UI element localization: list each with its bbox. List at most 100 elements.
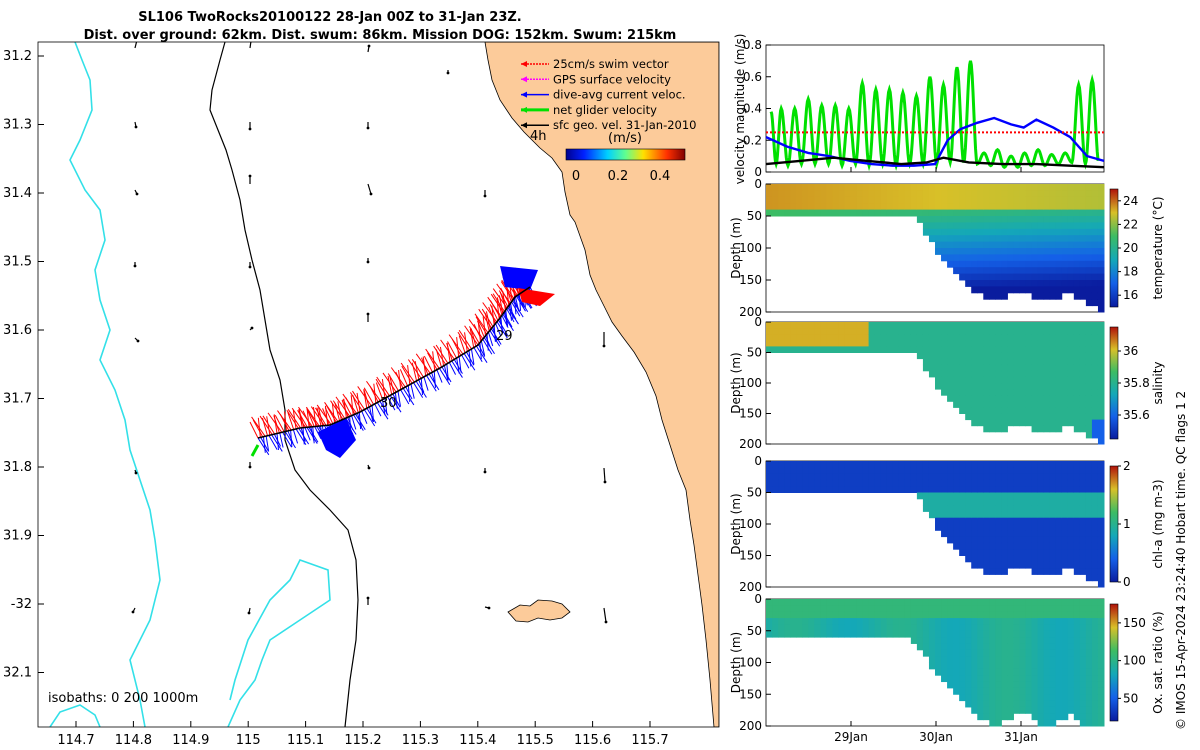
profile-cell xyxy=(983,209,990,217)
profile-cell xyxy=(1025,401,1033,408)
profile-cell xyxy=(1019,401,1027,408)
profile-cell xyxy=(947,637,954,644)
profile-cell xyxy=(856,209,864,217)
profile-cell xyxy=(1037,425,1045,433)
profile-cell xyxy=(947,222,954,230)
profile-cell xyxy=(1091,407,1099,414)
profile-cell xyxy=(832,322,839,329)
profile-cell xyxy=(971,322,978,329)
profile-cell xyxy=(898,624,906,632)
current-vector xyxy=(284,431,296,449)
profile-cell xyxy=(941,517,948,525)
profile-cell xyxy=(1001,530,1008,538)
map-y-ticklabel: 31.7 xyxy=(3,392,32,407)
profile-cell xyxy=(983,401,990,408)
profile-cell xyxy=(904,328,912,335)
profile-cell xyxy=(995,352,1002,360)
profile-cell xyxy=(1061,395,1069,402)
profile-cell xyxy=(995,618,1002,625)
swim-vector xyxy=(468,326,480,344)
profile-cell xyxy=(977,254,984,262)
profile-cell xyxy=(1091,383,1099,390)
profile-cell xyxy=(1043,656,1051,663)
profile-cell xyxy=(1037,370,1045,378)
profile-cell xyxy=(1037,706,1045,714)
profile-cell xyxy=(1049,216,1057,223)
profile-cell xyxy=(874,346,882,353)
profile-cell xyxy=(1019,334,1027,341)
profile-cell xyxy=(916,479,924,487)
profile-cell xyxy=(1061,536,1069,544)
profile-cell xyxy=(898,467,906,475)
profile-cell xyxy=(862,209,870,217)
profile-cell xyxy=(838,196,845,204)
profile-cell xyxy=(844,605,851,613)
profile-cell xyxy=(1019,222,1027,230)
profile-cell xyxy=(922,352,930,360)
profile-cell xyxy=(1067,190,1075,198)
map-x-ticklabel: 114.9 xyxy=(172,733,209,748)
current-vector xyxy=(495,323,502,337)
profile-cell xyxy=(1061,467,1069,475)
profile-cell xyxy=(1079,340,1087,347)
profile-cell xyxy=(1049,328,1057,335)
profile-cell xyxy=(910,624,918,632)
profile-y-ticklabel: 150 xyxy=(739,407,762,421)
profile-cell xyxy=(1037,241,1045,249)
profile-cell xyxy=(995,643,1002,651)
profile-cell xyxy=(784,190,791,198)
profile-cell xyxy=(928,511,936,519)
profile-cell xyxy=(1055,656,1063,663)
profile-cell xyxy=(1055,286,1063,294)
profile-cell xyxy=(1037,292,1045,300)
profile-cell xyxy=(1073,413,1081,421)
profile-cell xyxy=(947,334,954,341)
profile-cell xyxy=(1061,184,1069,191)
profile-cell xyxy=(1019,184,1027,191)
profile-cell xyxy=(1049,425,1057,433)
profile-cell xyxy=(1007,203,1014,211)
profile-cell xyxy=(772,196,779,204)
profile-cell xyxy=(1091,700,1099,708)
profile-cell xyxy=(910,190,918,198)
profile-cell xyxy=(868,473,876,481)
profile-cell xyxy=(989,719,996,727)
profile-cell xyxy=(832,346,839,353)
profile-cell xyxy=(959,524,966,531)
profile-cell xyxy=(1043,340,1051,347)
profile-cell xyxy=(935,383,942,390)
profile-cell xyxy=(1007,467,1014,475)
profile-cell xyxy=(772,618,779,625)
profile-cell xyxy=(886,340,894,347)
profile-colorbar xyxy=(1109,603,1119,722)
profile-cell xyxy=(947,260,954,268)
profile-cell xyxy=(1013,216,1020,223)
profile-cell xyxy=(1031,340,1039,347)
current-vector xyxy=(290,430,293,448)
profile-cell xyxy=(953,687,960,695)
profile-cell xyxy=(1049,555,1057,563)
profile-cell xyxy=(959,536,966,544)
profile-cell xyxy=(971,656,978,663)
profile-cell xyxy=(971,687,978,695)
profile-cell xyxy=(1067,599,1075,606)
profile-cell xyxy=(886,334,894,341)
profile-cell xyxy=(959,694,966,702)
profile-cell xyxy=(1067,530,1075,538)
profile-cell xyxy=(1097,700,1105,708)
profile-cell xyxy=(995,267,1002,275)
profile-cell xyxy=(1019,530,1027,538)
profile-cell xyxy=(1085,241,1093,249)
profile-cell xyxy=(1097,561,1105,569)
profile-cell xyxy=(1001,681,1008,689)
profile-cell xyxy=(1043,235,1051,243)
swim-vector xyxy=(267,412,283,433)
profile-cell xyxy=(808,346,815,353)
profile-cell xyxy=(1085,376,1093,384)
swim-vector xyxy=(266,416,271,436)
profile-cell xyxy=(947,605,954,613)
swim-vector xyxy=(335,396,351,417)
profile-cell xyxy=(1097,248,1105,255)
profile-cell xyxy=(1043,407,1051,414)
profile-cell xyxy=(1079,228,1087,236)
